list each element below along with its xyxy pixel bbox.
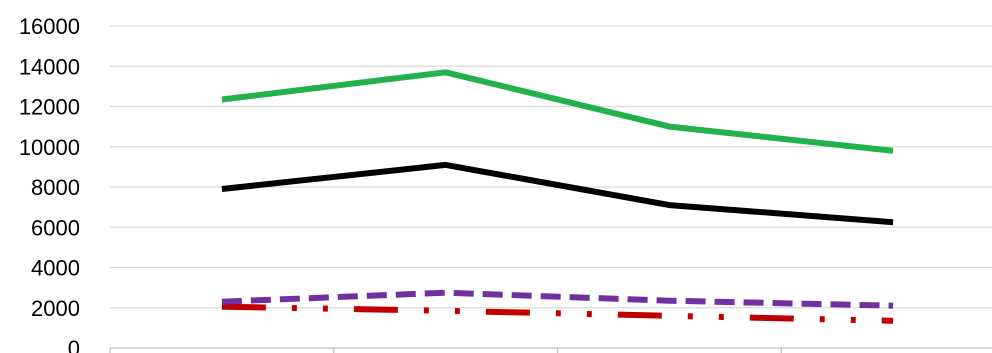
y-tick-label: 2000	[31, 296, 80, 321]
y-tick-label: 0	[68, 336, 80, 353]
y-tick-label: 4000	[31, 256, 80, 281]
y-tick-label: 6000	[31, 215, 80, 240]
y-axis-tick-labels: 0 2000 4000 6000 8000 10000 12000 14000 16000	[19, 14, 80, 353]
y-tick-label: 12000	[19, 95, 80, 120]
y-tick-label: 10000	[19, 135, 80, 160]
y-tick-label: 14000	[19, 54, 80, 79]
y-tick-label: 16000	[19, 14, 80, 39]
series-line-0	[221, 69, 894, 154]
series-line-2	[221, 289, 894, 309]
series-lines	[221, 69, 894, 324]
y-tick-label: 8000	[31, 175, 80, 200]
series-line-3	[221, 303, 894, 324]
x-axis-ticks	[109, 348, 782, 353]
series-line-1	[221, 161, 894, 226]
